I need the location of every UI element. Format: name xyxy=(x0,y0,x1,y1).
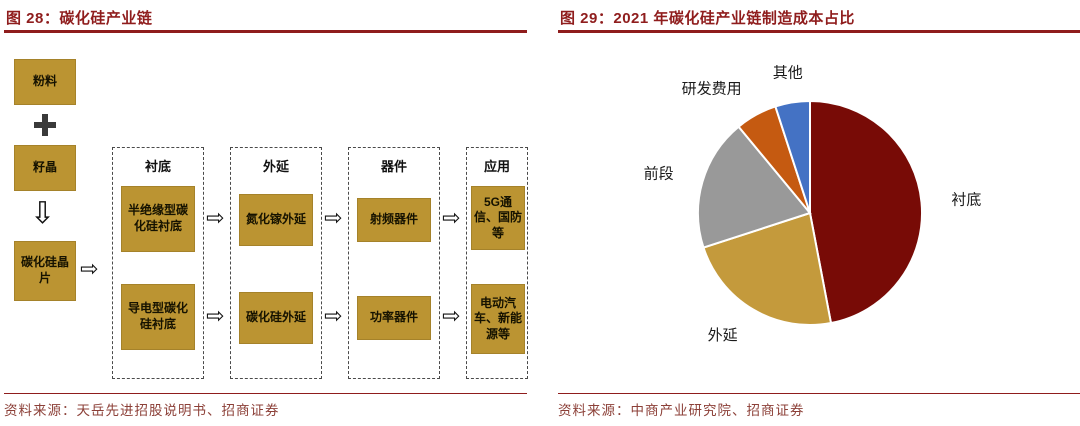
pie-label-衬底: 衬底 xyxy=(951,192,981,209)
right-arrow-icon: ⇨ xyxy=(324,304,343,329)
figure-28-panel: 图 28：碳化硅产业链 粉料 籽晶 ⇩ 碳化硅晶片 ⇨ 衬底 半绝缘型碳化硅衬底… xyxy=(0,0,535,426)
flow-box-5g-defense: 5G通信、国防等 xyxy=(471,186,525,250)
figure-28-source: 资料来源：天岳先进招股说明书、招商证券 xyxy=(4,403,280,418)
flow-column-applications: 应用 5G通信、国防等 电动汽车、新能源等 xyxy=(466,147,528,379)
figure-28-title-rule xyxy=(4,30,527,33)
pie-label-外延: 外延 xyxy=(708,327,738,344)
figure-29-title-rule xyxy=(558,30,1080,33)
pie-slice-外延 xyxy=(702,211,833,326)
figure-29-panel: 图 29：2021 年碳化硅产业链制造成本占比 衬底外延 前段 研发费用 其他 资料来… xyxy=(558,0,1080,426)
flow-column-epitaxy: 外延 氮化镓外延 碳化硅外延 xyxy=(230,147,322,379)
sic-industry-chain-flowchart: 粉料 籽晶 ⇩ 碳化硅晶片 ⇨ 衬底 半绝缘型碳化硅衬底 导电型碳化硅衬底 ⇨ … xyxy=(8,45,530,387)
flow-column-substrate-header: 衬底 xyxy=(144,159,171,174)
pie-label-其他: 其他 xyxy=(773,65,803,82)
pie-label-研发费用: 研发费用 xyxy=(682,81,742,98)
right-arrow-icon: ⇨ xyxy=(80,257,99,282)
flow-column-substrate: 衬底 半绝缘型碳化硅衬底 导电型碳化硅衬底 xyxy=(112,147,204,379)
right-arrow-icon: ⇨ xyxy=(206,206,225,231)
flow-box-sic-epitaxy: 碳化硅外延 xyxy=(239,292,313,344)
flow-box-conductive-substrate: 导电型碳化硅衬底 xyxy=(121,284,195,350)
pie-label-前段: 前段 xyxy=(644,165,674,182)
figure-28-title: 图 28：碳化硅产业链 xyxy=(6,10,153,27)
right-arrow-icon: ⇨ xyxy=(324,206,343,231)
down-arrow-icon: ⇩ xyxy=(30,196,56,231)
pie-slice-其他 xyxy=(774,99,811,214)
flow-box-powder: 粉料 xyxy=(14,59,76,105)
flow-box-gan-epitaxy: 氮化镓外延 xyxy=(239,194,313,246)
flow-box-semi-insulating-substrate: 半绝缘型碳化硅衬底 xyxy=(121,186,195,252)
right-arrow-icon: ⇨ xyxy=(442,304,461,329)
flow-box-power-devices: 功率器件 xyxy=(357,296,431,340)
right-arrow-icon: ⇨ xyxy=(206,304,225,329)
flow-box-rf-devices: 射频器件 xyxy=(357,198,431,242)
figure-28-footer-rule xyxy=(4,393,527,394)
right-arrow-icon: ⇨ xyxy=(442,206,461,231)
flow-column-devices-header: 器件 xyxy=(380,159,407,174)
figure-29-source: 资料来源：中商产业研究院、招商证券 xyxy=(558,403,805,418)
flow-column-epitaxy-header: 外延 xyxy=(262,159,289,174)
flow-box-sic-wafer: 碳化硅晶片 xyxy=(14,241,76,301)
flow-column-applications-header: 应用 xyxy=(483,159,510,174)
cost-breakdown-pie-area: 衬底外延 前段 研发费用 其他 xyxy=(613,46,1053,371)
figure-29-title: 图 29：2021 年碳化硅产业链制造成本占比 xyxy=(560,10,855,27)
flow-box-ev-new-energy: 电动汽车、新能源等 xyxy=(471,284,525,354)
flow-box-seed-crystal: 籽晶 xyxy=(14,145,76,191)
pie-slice-前段 xyxy=(697,125,812,249)
figure-29-footer-rule xyxy=(558,393,1080,394)
pie-slice-衬底 xyxy=(809,99,924,325)
flow-column-devices: 器件 射频器件 功率器件 xyxy=(348,147,440,379)
plus-icon xyxy=(34,114,56,136)
